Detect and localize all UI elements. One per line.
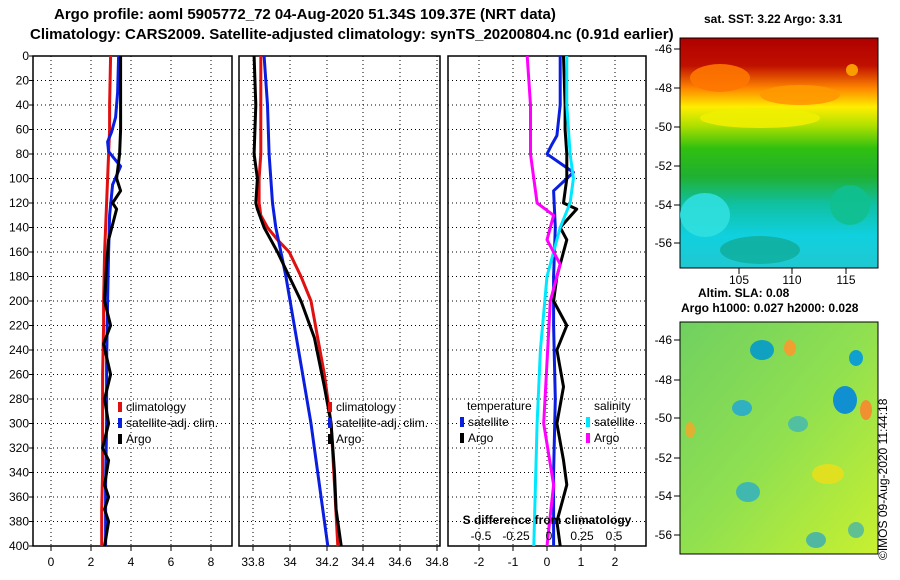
sst-lat-label: -46 bbox=[655, 42, 673, 56]
title-line-1: Argo profile: aoml 5905772_72 04-Aug-202… bbox=[54, 6, 556, 23]
sla-lat-label: -56 bbox=[655, 528, 673, 542]
depth-tick-label: 180 bbox=[9, 270, 29, 284]
depth-tick-label: 60 bbox=[16, 123, 30, 137]
sst-map-blobs bbox=[680, 64, 870, 264]
legend-salinity-header: salinity bbox=[594, 399, 631, 413]
sst-lon-label: 105 bbox=[729, 273, 749, 287]
legend-2-label: Argo bbox=[594, 431, 620, 445]
panel-0-xtick-label: 6 bbox=[168, 555, 175, 569]
depth-tick-label: 20 bbox=[16, 74, 30, 88]
sst-lat-label: -48 bbox=[655, 81, 673, 95]
legend-1-swatch bbox=[328, 434, 332, 444]
depth-tick-label: 280 bbox=[9, 392, 29, 406]
legend-temperature-header: temperature bbox=[467, 399, 532, 413]
s-diff-tick-label: 0.25 bbox=[570, 529, 594, 543]
panel-2-xtick-label: 1 bbox=[578, 555, 585, 569]
panel-1-xtick-label: 34.4 bbox=[351, 555, 375, 569]
sst-map-title: sat. SST: 3.22 Argo: 3.31 bbox=[704, 12, 843, 26]
legend-1-label: Argo bbox=[336, 432, 362, 446]
panel-0-frame bbox=[32, 55, 233, 547]
panel-2-series-temperature-satellite bbox=[545, 56, 575, 546]
legend-0-swatch bbox=[118, 418, 122, 428]
legend-2-swatch bbox=[460, 417, 464, 427]
legend-2-label: satellite bbox=[468, 415, 509, 429]
panel-1-xtick-label: 34.8 bbox=[425, 555, 449, 569]
depth-tick-label: 0 bbox=[22, 49, 29, 63]
depth-tick-label: 120 bbox=[9, 196, 29, 210]
depth-tick-label: 140 bbox=[9, 221, 29, 235]
s-diff-caption: S difference from climatology bbox=[463, 513, 632, 527]
legend-0-label: satellite-adj. clim. bbox=[126, 416, 218, 430]
sst-lat-label: -54 bbox=[655, 198, 673, 212]
panel-2-xtick-label: -2 bbox=[474, 555, 485, 569]
sla-lat-label: -48 bbox=[655, 373, 673, 387]
legend-0-swatch bbox=[118, 402, 122, 412]
panel-0-xtick-label: 2 bbox=[88, 555, 95, 569]
s-diff-tick-label: -0.5 bbox=[471, 529, 492, 543]
panel-1-xtick-label: 34 bbox=[283, 555, 297, 569]
sst-map bbox=[679, 37, 879, 269]
depth-tick-label: 380 bbox=[9, 515, 29, 529]
legend-2-label: Argo bbox=[468, 431, 494, 445]
depth-tick-label: 160 bbox=[9, 245, 29, 259]
sla-lat-label: -52 bbox=[655, 451, 673, 465]
sla-lat-label: -54 bbox=[655, 489, 673, 503]
s-diff-tick-label: -0.25 bbox=[502, 529, 530, 543]
panel-1-xtick-label: 34.6 bbox=[388, 555, 412, 569]
sst-lat-label: -52 bbox=[655, 159, 673, 173]
depth-tick-label: 340 bbox=[9, 466, 29, 480]
panel-2-series-salinity-argo bbox=[525, 55, 562, 547]
panel-0-xtick-label: 8 bbox=[208, 555, 215, 569]
depth-tick-label: 360 bbox=[9, 490, 29, 504]
depth-tick-label: 300 bbox=[9, 417, 29, 431]
depth-tick-label: 400 bbox=[9, 539, 29, 553]
panel-2-xtick-label: -1 bbox=[508, 555, 519, 569]
sst-lat-label: -56 bbox=[655, 236, 673, 250]
depth-tick-label: 40 bbox=[16, 98, 30, 112]
depth-tick-label: 240 bbox=[9, 343, 29, 357]
depth-tick-label: 220 bbox=[9, 319, 29, 333]
legend-0-label: climatology bbox=[126, 400, 186, 414]
legend-2-label: satellite bbox=[594, 415, 635, 429]
panel-1-series-argo bbox=[252, 55, 343, 547]
depth-tick-label: 320 bbox=[9, 441, 29, 455]
depth-tick-label: 80 bbox=[16, 147, 30, 161]
sst-lat-label: -50 bbox=[655, 120, 673, 134]
sla-map bbox=[679, 321, 879, 555]
s-diff-tick-label: 0 bbox=[546, 529, 553, 543]
s-diff-tick-label: 0.5 bbox=[606, 529, 623, 543]
panel-1-series-climatology bbox=[257, 56, 340, 547]
legend-1-label: climatology bbox=[336, 400, 396, 414]
sla-lat-label: -50 bbox=[655, 411, 673, 425]
legend-1-swatch bbox=[328, 402, 332, 412]
sst-lon-label: 115 bbox=[836, 273, 855, 287]
sla-map-title: Altim. SLA: 0.08 bbox=[698, 286, 790, 300]
legend-1-swatch bbox=[328, 418, 332, 428]
panel-1-xtick-label: 33.8 bbox=[241, 555, 265, 569]
legend-0-swatch bbox=[118, 434, 122, 444]
panel-0-xtick-label: 0 bbox=[48, 555, 55, 569]
sla-lat-label: -46 bbox=[655, 333, 673, 347]
sst-lon-label: 110 bbox=[782, 273, 801, 287]
panel-2-series-salinity-satellite bbox=[532, 56, 575, 547]
title-line-2: Climatology: CARS2009. Satellite-adjuste… bbox=[30, 26, 674, 43]
legend-2-swatch bbox=[460, 433, 464, 443]
legend-1-label: satellite-adj. clim. bbox=[336, 416, 428, 430]
panel-1-xtick-label: 34.2 bbox=[315, 555, 339, 569]
panel-1-series-satellite-adj--clim- bbox=[262, 55, 330, 547]
panel-0-series-argo bbox=[101, 56, 123, 547]
credit-text: ©IMOS 09-Aug-2020 11:44:18 bbox=[876, 398, 890, 560]
panel-2-xtick-label: 2 bbox=[612, 555, 619, 569]
depth-tick-label: 100 bbox=[9, 172, 29, 186]
legend-0-label: Argo bbox=[126, 432, 152, 446]
legend-2-swatch bbox=[586, 433, 590, 443]
panel-0-xtick-label: 4 bbox=[128, 555, 135, 569]
sla-map-blobs bbox=[685, 340, 872, 548]
legend-2-swatch bbox=[586, 417, 590, 427]
sla-map-subtitle: Argo h1000: 0.027 h2000: 0.028 bbox=[681, 301, 859, 315]
panel-2-xtick-label: 0 bbox=[544, 555, 551, 569]
depth-tick-label: 260 bbox=[9, 368, 29, 382]
depth-tick-label: 200 bbox=[9, 294, 29, 308]
